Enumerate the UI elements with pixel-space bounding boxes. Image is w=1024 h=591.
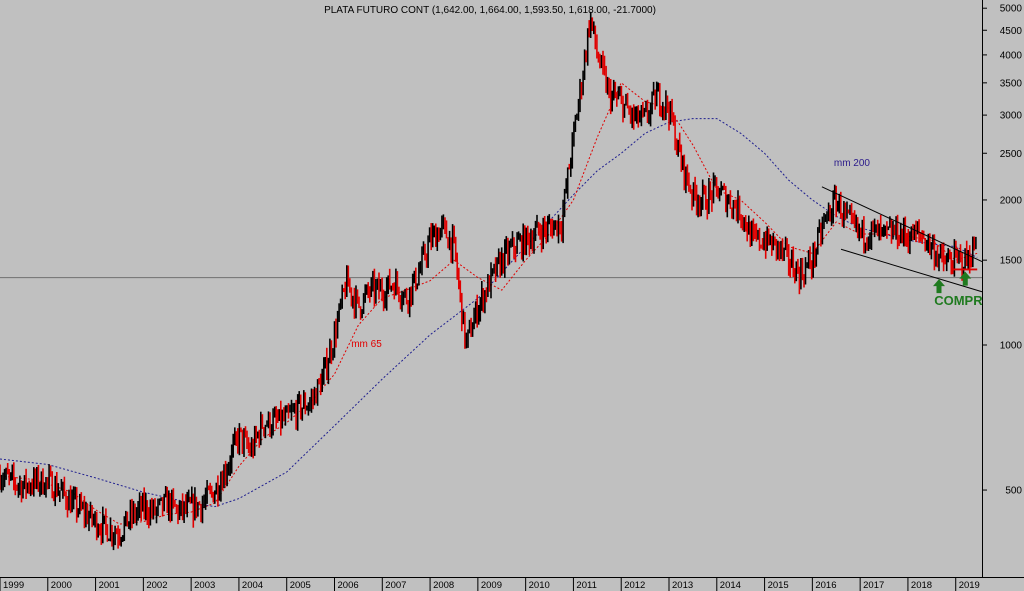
x-tick-label: 2004 [242,580,263,591]
arrow-shape [959,271,972,286]
y-tick-label: 3500 [1000,78,1023,89]
ma-label: mm 200 [834,158,871,169]
y-tick-label: 5000 [1000,4,1023,15]
x-tick-label: 2013 [672,580,693,591]
x-tick-label: 2015 [768,580,789,591]
trend-channel [821,186,983,293]
x-tick-label: 2019 [959,580,980,591]
x-tick-label: 2016 [815,580,836,591]
signal-markers [932,268,978,294]
mm-200-series [0,118,978,508]
y-tick-label: 4500 [1000,26,1023,37]
y-tick-label: 2000 [1000,195,1023,206]
x-tick-label: 2017 [863,580,884,591]
mm-200-line [0,118,978,508]
price-series [0,11,977,551]
chart-title: PLATA FUTURO CONT (1,642.00, 1,664.00, 1… [324,5,656,16]
x-tick-label: 2007 [385,580,406,591]
y-tick-label: 500 [1005,486,1022,497]
x-tick-label: 2008 [433,580,454,591]
x-tick-label: 2000 [51,580,72,591]
buy-arrow-icon [959,271,972,286]
x-tick-label: 2010 [529,580,550,591]
arrow-shape [932,279,945,294]
y-tick-label: 1000 [1000,341,1023,352]
x-tick-label: 2002 [146,580,167,591]
x-tick-label: 2003 [194,580,215,591]
x-tick-label: 2009 [481,580,502,591]
x-tick-label: 2018 [911,580,932,591]
x-tick-label: 2011 [576,580,596,591]
buy-arrow-icon [932,279,945,294]
y-tick-label: 2500 [1000,149,1023,160]
x-tick-label: 2012 [624,580,645,591]
x-tick-label: 2014 [720,580,741,591]
x-tick-label: 2006 [338,580,359,591]
trend-upper-line [821,186,983,263]
x-tick-label: 2005 [290,580,311,591]
y-axis-panel [982,0,1024,591]
trend-lower-line [840,248,983,293]
x-tick-label: 1999 [3,580,24,591]
y-tick-label: 4000 [1000,50,1023,61]
x-tick-label: 2001 [99,580,120,591]
ma-label: mm 65 [351,339,382,350]
y-tick-label: 3000 [1000,111,1023,122]
y-tick-label: 1500 [1000,256,1023,267]
